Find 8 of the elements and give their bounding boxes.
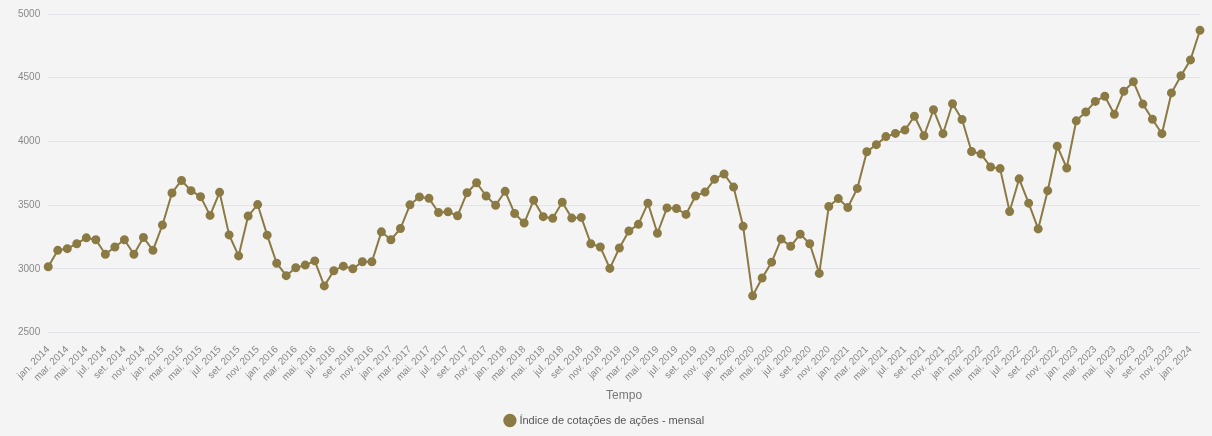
y-tick-label: 4000 bbox=[18, 135, 41, 147]
y-tick-label: 4500 bbox=[18, 71, 41, 83]
x-axis-title: Tempo bbox=[606, 388, 643, 403]
y-tick-label: 3000 bbox=[18, 262, 41, 274]
y-tick-label: 5000 bbox=[18, 7, 41, 19]
y-tick-label: 3500 bbox=[18, 198, 41, 210]
legend-label: Índice de cotações de ações - mensal bbox=[519, 413, 705, 426]
y-tick-label: 2500 bbox=[18, 326, 41, 338]
